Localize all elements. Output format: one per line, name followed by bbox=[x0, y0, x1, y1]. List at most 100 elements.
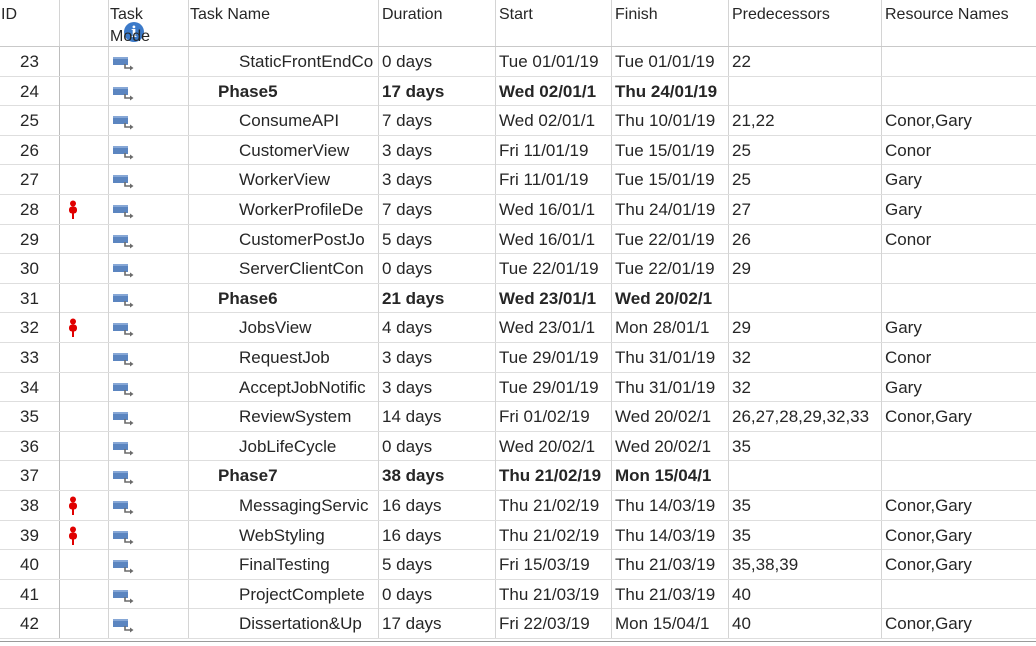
resource-names-cell[interactable] bbox=[882, 461, 1036, 490]
indicator-cell[interactable] bbox=[60, 491, 109, 520]
resource-names-cell[interactable]: Gary bbox=[885, 200, 922, 219]
duration-cell[interactable]: 7 days bbox=[379, 106, 496, 136]
task-name-cell[interactable]: AcceptJobNotific bbox=[189, 372, 379, 402]
table-row[interactable]: 23 StaticFrontEndCo 0 days Tue 01/01/19 … bbox=[0, 47, 1036, 77]
predecessors-cell[interactable]: 35,38,39 bbox=[729, 550, 882, 580]
duration-cell[interactable]: 5 days bbox=[379, 550, 496, 580]
duration-cell[interactable]: 5 days bbox=[379, 224, 496, 254]
indicator-cell[interactable] bbox=[60, 520, 109, 550]
resource-names-cell[interactable]: Conor,Gary bbox=[885, 496, 972, 515]
predecessors-cell[interactable]: 40 bbox=[729, 579, 882, 609]
row-id[interactable]: 41 bbox=[0, 579, 60, 609]
task-name-cell[interactable]: CustomerPostJo bbox=[189, 224, 379, 254]
duration-cell[interactable]: 0 days bbox=[379, 579, 496, 609]
duration-cell[interactable]: 0 days bbox=[379, 431, 496, 461]
predecessors-cell[interactable]: 32 bbox=[729, 343, 882, 372]
row-id[interactable]: 38 bbox=[0, 491, 60, 520]
task-mode-cell[interactable] bbox=[109, 165, 189, 195]
task-name-cell[interactable]: CustomerView bbox=[189, 135, 379, 165]
task-mode-cell[interactable] bbox=[109, 461, 189, 491]
table-row[interactable]: 39 WebStyling 16 days Thu 21/02/19 Thu 1… bbox=[0, 520, 1036, 551]
task-name-cell[interactable]: Phase7 bbox=[189, 461, 379, 491]
start-cell[interactable]: Fri 11/01/19 bbox=[496, 165, 612, 195]
duration-cell[interactable]: 3 days bbox=[379, 135, 496, 165]
duration-cell[interactable]: 3 days bbox=[379, 165, 496, 195]
predecessors-cell[interactable]: 29 bbox=[729, 254, 882, 284]
resource-names-cell[interactable]: Gary bbox=[885, 377, 922, 397]
resource-names-cell[interactable] bbox=[882, 47, 1036, 76]
finish-cell[interactable]: Thu 21/03/19 bbox=[612, 579, 729, 609]
start-cell[interactable]: Wed 23/01/1 bbox=[496, 313, 612, 343]
duration-cell[interactable]: 16 days bbox=[379, 491, 496, 520]
duration-cell[interactable]: 4 days bbox=[379, 313, 496, 343]
start-cell[interactable]: Wed 02/01/1 bbox=[496, 106, 612, 136]
row-id[interactable]: 27 bbox=[0, 165, 60, 195]
finish-cell[interactable]: Tue 22/01/19 bbox=[612, 254, 729, 284]
start-cell[interactable]: Wed 20/02/1 bbox=[496, 431, 612, 461]
table-row[interactable]: 40 FinalTesting 5 days Fri 15/03/19 Thu … bbox=[0, 550, 1036, 580]
finish-cell[interactable]: Thu 31/01/19 bbox=[612, 372, 729, 402]
task-mode-cell[interactable] bbox=[109, 106, 189, 136]
task-mode-cell[interactable] bbox=[109, 76, 189, 106]
task-name-cell[interactable]: RequestJob bbox=[189, 343, 379, 372]
table-row[interactable]: 38 MessagingServic 16 days Thu 21/02/19 … bbox=[0, 491, 1036, 521]
row-id[interactable]: 40 bbox=[0, 550, 60, 580]
task-mode-cell[interactable] bbox=[109, 313, 189, 343]
finish-cell[interactable]: Tue 01/01/19 bbox=[612, 47, 729, 76]
task-mode-cell[interactable] bbox=[109, 579, 189, 609]
resource-names-cell[interactable]: Gary bbox=[885, 170, 922, 190]
row-id[interactable]: 30 bbox=[0, 254, 60, 284]
header-duration[interactable]: Duration bbox=[379, 0, 496, 46]
predecessors-cell[interactable]: 26 bbox=[729, 224, 882, 254]
row-id[interactable]: 35 bbox=[0, 402, 60, 432]
row-id[interactable]: 39 bbox=[0, 520, 60, 550]
start-cell[interactable]: Tue 29/01/19 bbox=[496, 372, 612, 402]
predecessors-cell[interactable]: 22 bbox=[729, 47, 882, 76]
table-row[interactable]: 32 JobsView 4 days Wed 23/01/1 Mon 28/01… bbox=[0, 313, 1036, 343]
finish-cell[interactable]: Thu 31/01/19 bbox=[612, 343, 729, 372]
row-id[interactable]: 23 bbox=[0, 47, 60, 76]
duration-cell[interactable]: 14 days bbox=[379, 402, 496, 432]
duration-cell[interactable]: 3 days bbox=[379, 372, 496, 402]
table-row[interactable]: 30 ServerClientCon 0 days Tue 22/01/19 T… bbox=[0, 254, 1036, 284]
header-indicators[interactable]: i bbox=[60, 0, 144, 46]
start-cell[interactable]: Tue 22/01/19 bbox=[496, 254, 612, 284]
finish-cell[interactable]: Thu 14/03/19 bbox=[612, 520, 729, 550]
header-resource-names[interactable]: Resource Names bbox=[885, 6, 1009, 23]
task-mode-cell[interactable] bbox=[109, 47, 189, 76]
duration-cell[interactable]: 0 days bbox=[379, 254, 496, 284]
finish-cell[interactable]: Thu 24/01/19 bbox=[612, 195, 729, 224]
finish-cell[interactable]: Thu 14/03/19 bbox=[612, 491, 729, 520]
duration-cell[interactable]: 16 days bbox=[379, 520, 496, 550]
start-cell[interactable]: Wed 16/01/1 bbox=[496, 224, 612, 254]
start-cell[interactable]: Thu 21/02/19 bbox=[496, 520, 612, 550]
row-id[interactable]: 31 bbox=[0, 283, 60, 313]
task-name-cell[interactable]: WorkerView bbox=[189, 165, 379, 195]
start-cell[interactable]: Thu 21/03/19 bbox=[496, 579, 612, 609]
row-id[interactable]: 32 bbox=[0, 313, 60, 343]
table-row[interactable]: 31 Phase6 21 days Wed 23/01/1 Wed 20/02/… bbox=[0, 283, 1036, 314]
row-id[interactable]: 26 bbox=[0, 135, 60, 165]
table-row[interactable]: 35 ReviewSystem 14 days Fri 01/02/19 Wed… bbox=[0, 402, 1036, 432]
duration-cell[interactable]: 3 days bbox=[379, 343, 496, 372]
task-mode-cell[interactable] bbox=[109, 283, 189, 313]
start-cell[interactable]: Fri 11/01/19 bbox=[496, 135, 612, 165]
row-id[interactable]: 24 bbox=[0, 76, 60, 106]
table-row[interactable]: 36 JobLifeCycle 0 days Wed 20/02/1 Wed 2… bbox=[0, 431, 1036, 462]
header-finish[interactable]: Finish bbox=[612, 0, 729, 46]
predecessors-cell[interactable] bbox=[729, 461, 882, 491]
finish-cell[interactable]: Thu 10/01/19 bbox=[612, 106, 729, 136]
task-mode-cell[interactable] bbox=[109, 343, 189, 372]
start-cell[interactable]: Fri 22/03/19 bbox=[496, 609, 612, 639]
predecessors-cell[interactable]: 25 bbox=[729, 135, 882, 165]
start-cell[interactable]: Fri 15/03/19 bbox=[496, 550, 612, 580]
finish-cell[interactable]: Mon 15/04/1 bbox=[612, 609, 729, 639]
resource-names-cell[interactable]: Conor bbox=[885, 229, 932, 249]
start-cell[interactable]: Wed 02/01/1 bbox=[496, 76, 612, 106]
predecessors-cell[interactable]: 40 bbox=[729, 609, 882, 639]
task-mode-cell[interactable] bbox=[109, 254, 189, 284]
start-cell[interactable]: Tue 01/01/19 bbox=[496, 47, 612, 76]
table-row[interactable]: 42 Dissertation&Up 17 days Fri 22/03/19 … bbox=[0, 609, 1036, 639]
finish-cell[interactable]: Thu 21/03/19 bbox=[612, 550, 729, 580]
predecessors-cell[interactable]: 29 bbox=[729, 313, 882, 343]
